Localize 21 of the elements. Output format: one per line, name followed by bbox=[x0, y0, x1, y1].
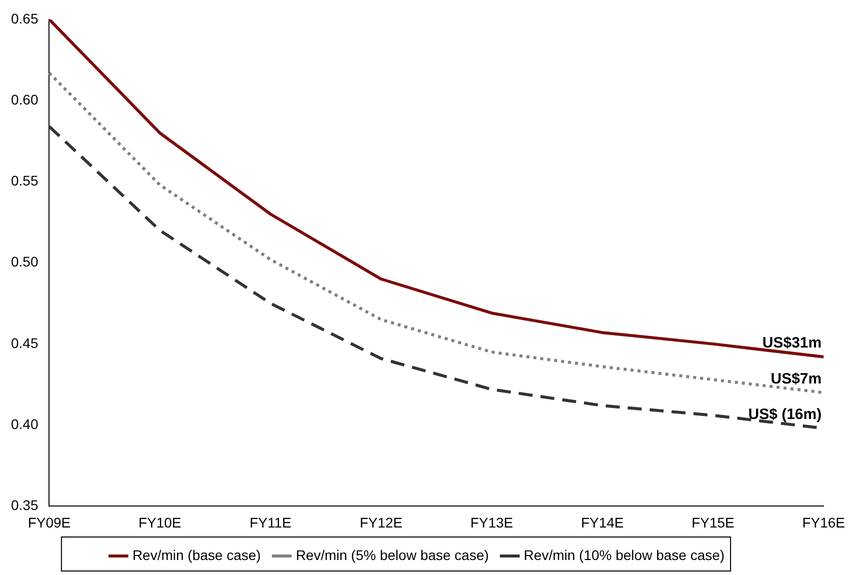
y-tick-label: 0.60 bbox=[11, 91, 38, 108]
y-tick-label: 0.65 bbox=[11, 10, 38, 26]
annotation: US$31m bbox=[762, 334, 822, 352]
legend-label: Rev/min (10% below base case) bbox=[524, 546, 725, 563]
y-tick-label: 0.35 bbox=[11, 497, 38, 514]
x-tick-label: FY10E bbox=[138, 514, 182, 530]
y-tick-label: 0.55 bbox=[11, 172, 38, 189]
y-tick-label: 0.45 bbox=[11, 334, 38, 351]
legend-label: Rev/min (base case) bbox=[132, 546, 261, 563]
x-tick-label: FY09E bbox=[28, 514, 71, 530]
x-tick-label: FY14E bbox=[580, 514, 624, 530]
legend-label: Rev/min (5% below base case) bbox=[296, 546, 489, 563]
annotation: US$7m bbox=[770, 370, 822, 388]
y-tick-label: 0.40 bbox=[11, 416, 38, 432]
x-tick-label: FY12E bbox=[360, 514, 403, 530]
annotation: US$ (16m) bbox=[748, 406, 822, 423]
x-tick-label: FY16E bbox=[802, 514, 846, 530]
x-tick-label: FY13E bbox=[470, 514, 514, 530]
x-tick-label: FY15E bbox=[692, 514, 734, 530]
y-tick-label: 0.50 bbox=[11, 254, 38, 270]
x-tick-label: FY11E bbox=[250, 514, 292, 530]
